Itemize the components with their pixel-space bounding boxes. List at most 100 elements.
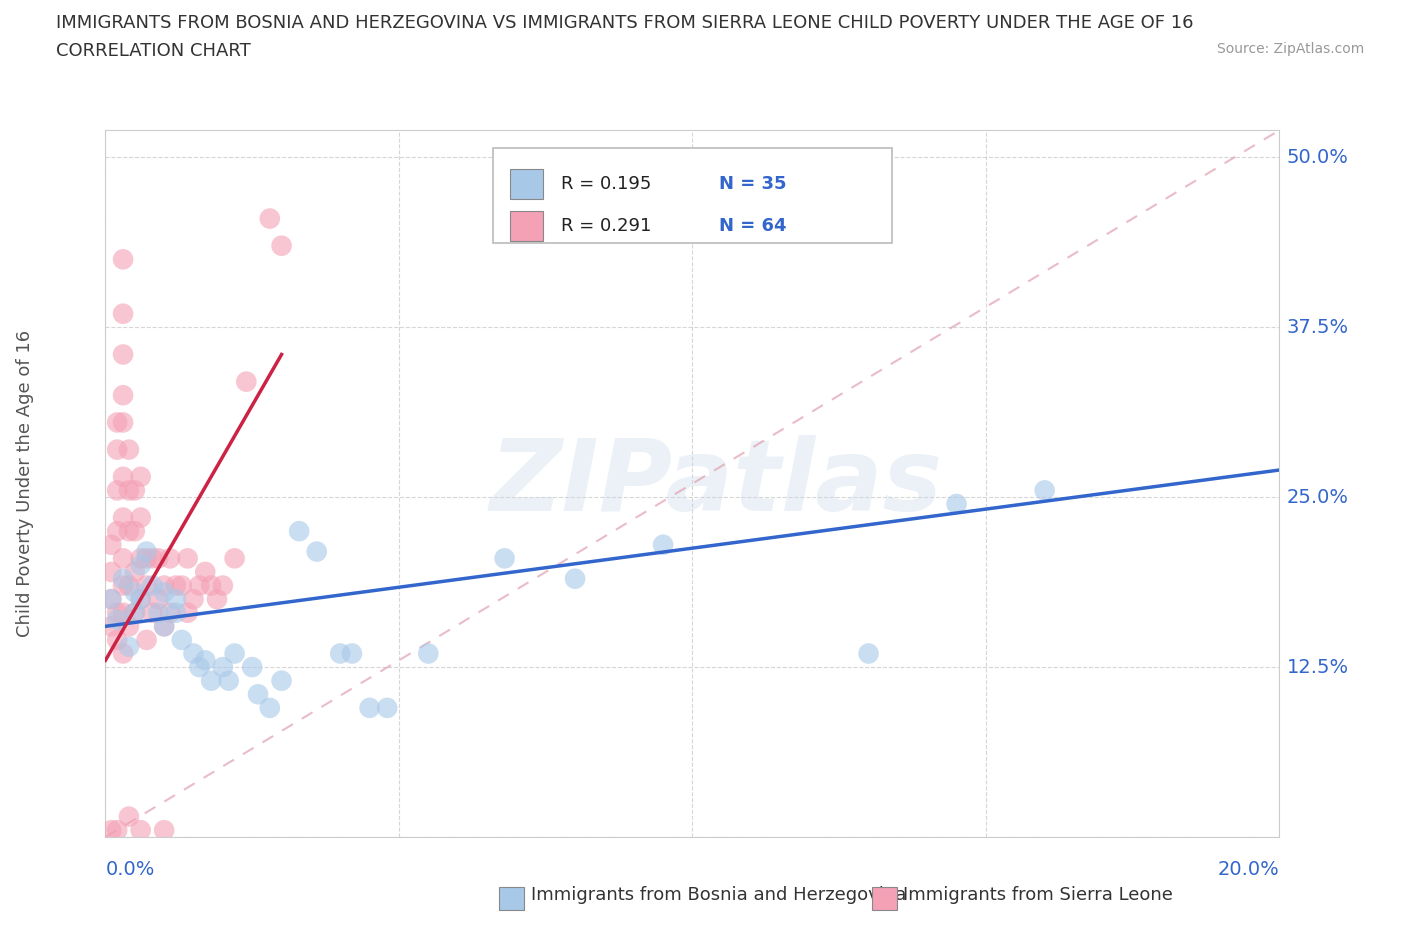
Point — [124, 483, 146, 498]
Point — [153, 578, 176, 593]
Point — [118, 524, 141, 538]
Point — [124, 605, 146, 620]
Point — [112, 551, 135, 565]
Point — [148, 605, 170, 620]
Text: N = 35: N = 35 — [720, 175, 787, 193]
Point — [124, 585, 146, 600]
Point — [105, 605, 128, 620]
Point — [112, 415, 135, 430]
Text: 37.5%: 37.5% — [1286, 318, 1348, 337]
Point — [112, 578, 135, 593]
Point — [124, 524, 146, 538]
Point — [141, 551, 163, 565]
Point — [240, 659, 263, 674]
Point — [288, 524, 311, 538]
Text: R = 0.195: R = 0.195 — [561, 175, 651, 193]
Point — [129, 470, 152, 485]
Point — [418, 646, 440, 661]
Point — [105, 823, 128, 838]
Text: CORRELATION CHART: CORRELATION CHART — [56, 42, 252, 60]
Point — [188, 659, 211, 674]
Text: 50.0%: 50.0% — [1286, 148, 1348, 166]
Text: ZIPatlas: ZIPatlas — [489, 435, 942, 532]
Point — [135, 551, 157, 565]
Point — [183, 646, 205, 661]
Point — [135, 578, 157, 593]
Point — [375, 700, 398, 715]
Point — [176, 605, 198, 620]
Point — [153, 585, 176, 600]
Point — [135, 544, 157, 559]
Point — [118, 442, 141, 457]
Point — [194, 653, 217, 668]
Bar — [494, 148, 891, 244]
Point — [112, 252, 135, 267]
Point — [141, 578, 163, 593]
Point — [105, 483, 128, 498]
Point — [945, 497, 967, 512]
Point — [112, 571, 135, 586]
Text: R = 0.291: R = 0.291 — [561, 217, 651, 235]
Text: Source: ZipAtlas.com: Source: ZipAtlas.com — [1216, 42, 1364, 56]
Point — [159, 605, 181, 620]
Point — [259, 700, 281, 715]
Point — [259, 211, 281, 226]
Point — [270, 673, 292, 688]
Text: Immigrants from Sierra Leone: Immigrants from Sierra Leone — [903, 885, 1173, 904]
Point — [118, 483, 141, 498]
Point — [118, 809, 141, 824]
Text: 0.0%: 0.0% — [105, 860, 155, 879]
Point — [148, 591, 170, 606]
Point — [100, 538, 122, 552]
Point — [224, 646, 246, 661]
Point — [200, 578, 222, 593]
Point — [112, 306, 135, 321]
Point — [652, 538, 675, 552]
Text: 12.5%: 12.5% — [1286, 658, 1348, 677]
Point — [100, 591, 122, 606]
Point — [124, 605, 146, 620]
Point — [129, 591, 152, 606]
Point — [112, 388, 135, 403]
Point — [105, 442, 128, 457]
Point — [112, 470, 135, 485]
Point — [100, 565, 122, 579]
Point — [858, 646, 880, 661]
Point — [100, 823, 122, 838]
Point — [148, 551, 170, 565]
Point — [129, 823, 152, 838]
Point — [188, 578, 211, 593]
Point — [183, 591, 205, 606]
Point — [118, 578, 141, 593]
Text: 25.0%: 25.0% — [1286, 487, 1348, 507]
Point — [176, 551, 198, 565]
Point — [153, 823, 176, 838]
Point — [100, 618, 122, 633]
Point — [211, 578, 233, 593]
Point — [159, 551, 181, 565]
Point — [105, 524, 128, 538]
Point — [359, 700, 381, 715]
Point — [124, 565, 146, 579]
Point — [194, 565, 217, 579]
Point — [218, 673, 240, 688]
Point — [494, 551, 516, 565]
Bar — [510, 169, 543, 199]
Point — [1033, 483, 1056, 498]
Point — [100, 591, 122, 606]
Point — [112, 646, 135, 661]
Point — [564, 571, 586, 586]
Text: 20.0%: 20.0% — [1218, 860, 1279, 879]
Point — [200, 673, 222, 688]
Point — [105, 415, 128, 430]
Point — [205, 591, 228, 606]
Point — [153, 618, 176, 633]
Point — [305, 544, 328, 559]
Point — [153, 618, 176, 633]
Point — [170, 632, 193, 647]
Text: Child Poverty Under the Age of 16: Child Poverty Under the Age of 16 — [17, 330, 34, 637]
Point — [224, 551, 246, 565]
Point — [329, 646, 352, 661]
Point — [141, 605, 163, 620]
Point — [165, 578, 187, 593]
